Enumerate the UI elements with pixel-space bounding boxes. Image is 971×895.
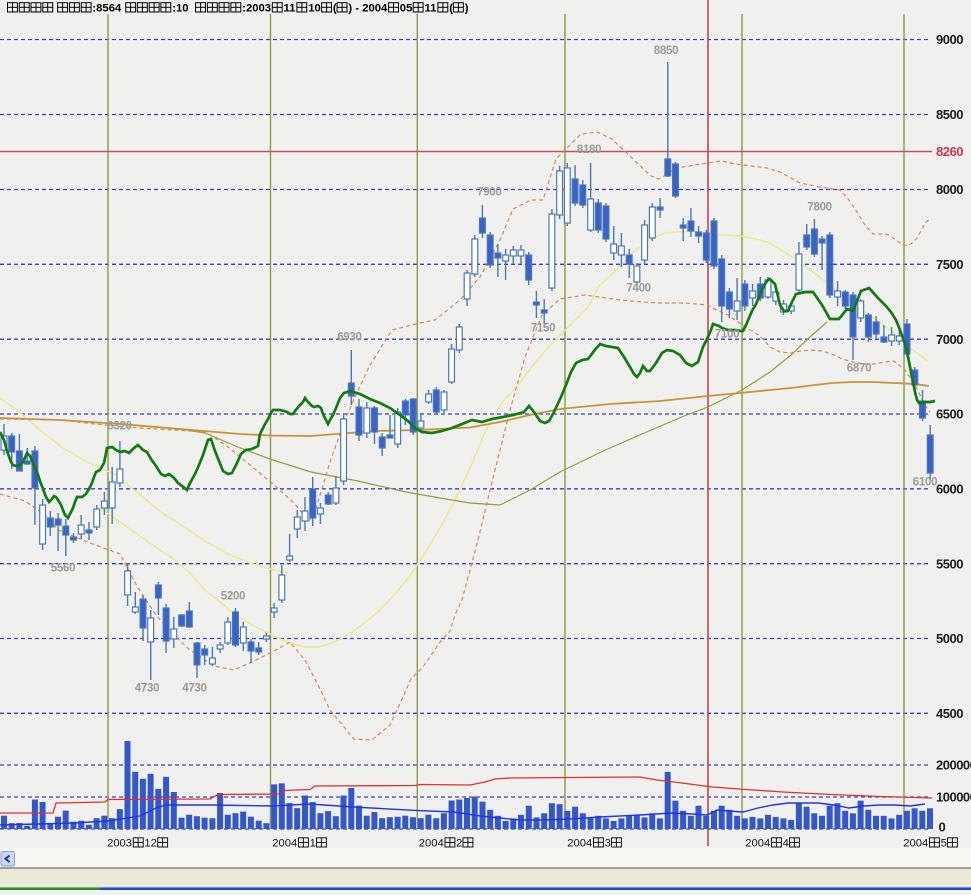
svg-text:2: 2 [456,838,462,850]
svg-text:8850: 8850 [654,45,678,57]
svg-text:4730: 4730 [182,683,206,695]
svg-text:6870: 6870 [847,363,871,375]
svg-text:4730: 4730 [135,683,159,695]
svg-text:11: 11 [425,3,437,15]
svg-text:7150: 7150 [531,323,555,335]
svg-text:7000: 7000 [936,332,963,347]
svg-text::2003: :2003 [242,3,271,15]
svg-text:): ) [465,3,469,15]
svg-text:8500: 8500 [936,107,963,122]
svg-text:7800: 7800 [807,202,831,214]
svg-text::10: :10 [172,3,195,15]
svg-text:5500: 5500 [936,556,963,571]
svg-text:10: 10 [308,3,321,15]
svg-text:7900: 7900 [477,187,501,199]
svg-text:5000: 5000 [936,631,963,646]
svg-text:5200: 5200 [221,591,245,603]
svg-text:6930: 6930 [337,332,361,344]
svg-text:8260: 8260 [936,144,963,159]
svg-text:11: 11 [284,3,296,15]
svg-text:200000: 200000 [936,758,971,773]
svg-text:7400: 7400 [626,283,650,295]
svg-text:12: 12 [144,838,156,850]
svg-text:8180: 8180 [577,144,601,156]
svg-text::8564: :8564 [92,3,124,15]
svg-text:5: 5 [941,838,947,850]
svg-text:6320: 6320 [107,421,131,433]
svg-text:6100: 6100 [913,477,937,489]
svg-text:2003: 2003 [107,838,132,850]
svg-text:2004: 2004 [567,838,592,850]
svg-text:3: 3 [605,838,611,850]
svg-text:6000: 6000 [936,482,963,497]
svg-text:7100: 7100 [715,329,739,341]
svg-text:2004: 2004 [272,838,297,850]
svg-text:7500: 7500 [936,257,963,272]
svg-text:5560: 5560 [51,563,75,575]
svg-text:8000: 8000 [936,182,963,197]
svg-text:) - 2004: ) - 2004 [348,3,388,15]
svg-text:(: ( [333,3,337,15]
svg-text:6500: 6500 [936,407,963,422]
svg-text:2004: 2004 [745,838,770,850]
svg-text:4: 4 [783,838,789,850]
svg-text:2004: 2004 [903,838,928,850]
svg-text:(: ( [449,3,453,15]
svg-text:9000: 9000 [936,32,963,47]
svg-text:05: 05 [400,3,413,15]
svg-text:2004: 2004 [419,838,444,850]
svg-text:1: 1 [310,838,316,850]
svg-text:0: 0 [939,820,946,835]
svg-text:4500: 4500 [936,706,963,721]
